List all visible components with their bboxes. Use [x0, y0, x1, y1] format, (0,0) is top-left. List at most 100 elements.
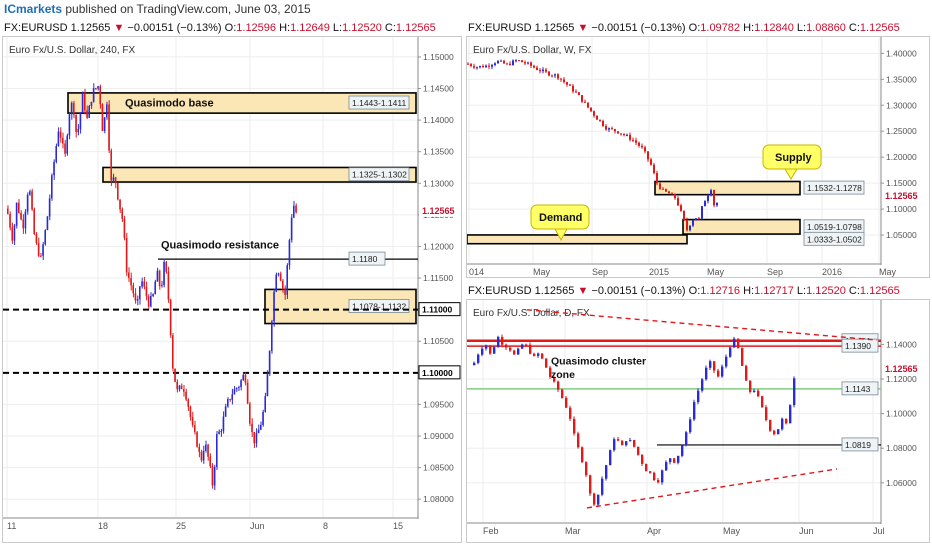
candle-body: [549, 367, 552, 378]
annotation-quasimodo-resistance: Quasimodo resistance: [161, 239, 279, 251]
y-tick-label: 1.14000: [886, 339, 917, 349]
level-label: 1.1180: [352, 254, 378, 264]
candle-body: [81, 92, 84, 113]
candle-body: [481, 348, 484, 355]
candle-body: [617, 439, 620, 441]
candle-body: [765, 407, 768, 420]
candle-body: [597, 494, 600, 505]
h4-chart[interactable]: 1.15000 1.14500 1.14000 1.13500 1.13000 1.125…: [3, 37, 461, 542]
candle-body: [235, 388, 238, 390]
candle-body: [493, 347, 496, 354]
candle-body: [497, 336, 500, 348]
candle-body: [154, 281, 156, 295]
candle-body: [785, 418, 788, 424]
candle-body: [246, 382, 249, 404]
y-tick-label: 1.06000: [886, 478, 917, 488]
annotation-zone: zone: [551, 369, 575, 381]
candle-body: [569, 407, 572, 419]
candle-body: [84, 92, 86, 111]
x-tick-label: Jun: [799, 526, 814, 536]
x-tick-label: 25: [176, 521, 186, 531]
candle-body: [680, 205, 682, 211]
y-tick-label: 1.08000: [886, 443, 917, 453]
candle-body: [55, 145, 57, 162]
candle-body: [189, 406, 192, 418]
candle-body: [497, 60, 499, 64]
candle-body: [473, 66, 475, 68]
candle-body: [683, 210, 685, 220]
publisher-line: ICmarkets published on TradingView.com, …: [4, 2, 311, 16]
y-tick-label: 1.11500: [423, 273, 453, 283]
y-tick-label: 1.09000: [423, 431, 454, 441]
current-price-label: 1.12565: [422, 206, 455, 216]
candle-body: [515, 60, 517, 62]
x-tick-label: Sep: [767, 267, 783, 277]
candle-body: [66, 135, 68, 154]
candle-body: [749, 380, 752, 392]
candle-body: [128, 272, 130, 279]
candle-body: [114, 177, 117, 184]
change: −0.00151 (−0.13%): [591, 285, 686, 297]
candle-body: [11, 227, 13, 241]
candle-body: [224, 406, 227, 417]
candle-body: [477, 354, 480, 363]
candle-body: [196, 432, 198, 447]
candle-body: [560, 78, 562, 80]
symbol: FX:EURUSD: [4, 22, 68, 34]
symbol: FX:EURUSD: [468, 285, 532, 297]
candle-body: [482, 65, 484, 68]
chart-panel-daily[interactable]: 1.14000 1.12000 1.10000 1.08000 1.06000 Feb Ma…: [466, 299, 930, 543]
candle-body: [701, 206, 703, 219]
candle-body: [781, 418, 784, 430]
candle-body: [557, 381, 560, 390]
candle-body: [172, 335, 174, 369]
candle-body: [659, 183, 661, 189]
candle-body: [662, 188, 664, 190]
level-label-box: [841, 437, 879, 452]
candle-body: [145, 286, 148, 297]
candle-body: [220, 431, 222, 433]
candle-body: [609, 450, 612, 466]
trendline-resistance: [526, 309, 878, 341]
candle-body: [139, 286, 141, 300]
daily-chart[interactable]: 1.14000 1.12000 1.10000 1.08000 1.06000 Feb Ma…: [467, 300, 929, 542]
candle-body: [273, 291, 275, 322]
chart-title: Euro Fx/U.S. Dollar, 240, FX: [9, 45, 135, 56]
candle-body: [7, 208, 9, 214]
candle-body: [288, 240, 291, 266]
zone-label-box: [348, 167, 410, 182]
x-tick-label: May: [707, 267, 725, 277]
x-tick-label: 2016: [822, 267, 842, 277]
candle-body: [729, 347, 732, 357]
chart-panel-weekly[interactable]: 1.40000 1.35000 1.30000 1.25000 1.20000 1.150…: [466, 36, 930, 278]
candle-body: [279, 273, 282, 281]
candle-body: [73, 102, 75, 115]
weekly-chart[interactable]: 1.40000 1.35000 1.30000 1.25000 1.20000 1.150…: [467, 37, 929, 277]
candle-body: [521, 344, 524, 349]
candle-body: [677, 198, 679, 206]
candle-body: [485, 65, 487, 68]
candle-body: [295, 205, 297, 213]
candle-body: [185, 391, 187, 400]
chart-panel-h4[interactable]: 1.15000 1.14500 1.14000 1.13500 1.13000 1.125…: [2, 36, 462, 543]
candle-body: [721, 366, 724, 377]
y-tick-label: 1.12000: [886, 374, 917, 384]
candle-body: [693, 402, 696, 420]
candle-body: [741, 348, 744, 366]
candle-body: [602, 120, 604, 127]
down-arrow-icon: ▼: [113, 22, 125, 34]
annotation-demand: Demand: [539, 212, 582, 224]
y-tick-label: 1.20000: [886, 152, 917, 162]
candle-body: [209, 456, 211, 467]
brand-logo[interactable]: ICmarkets: [4, 2, 63, 16]
x-tick-label: 11: [7, 521, 16, 531]
candle-body: [18, 202, 20, 213]
candle-body: [77, 129, 79, 132]
candle-body: [685, 432, 688, 446]
trendline-support: [586, 468, 838, 509]
candle-body: [205, 444, 207, 451]
candle-body: [632, 139, 634, 141]
candle-body: [106, 104, 108, 118]
y-tick-label: 1.08500: [423, 463, 454, 473]
candle-body: [753, 390, 756, 392]
